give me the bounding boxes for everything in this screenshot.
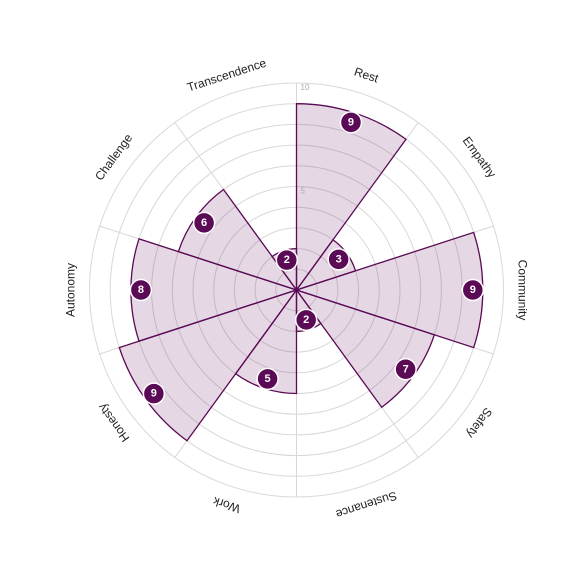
value-label: 9 bbox=[151, 388, 157, 400]
value-label: 2 bbox=[303, 314, 309, 326]
value-badge-circle bbox=[339, 111, 363, 134]
value-badge-autonomy: 8 bbox=[129, 278, 153, 302]
category-label-safety: Safety bbox=[464, 405, 495, 441]
category-label-honesty: Honesty bbox=[95, 401, 132, 445]
value-badge-safety: 7 bbox=[394, 358, 417, 381]
value-label: 8 bbox=[138, 284, 144, 296]
value-badge-empathy: 3 bbox=[327, 248, 350, 271]
category-label-empathy: Empathy bbox=[460, 134, 499, 181]
tick-layer: 5 10 bbox=[301, 83, 310, 196]
value-label: 3 bbox=[336, 253, 342, 265]
value-badge-rest: 9 bbox=[339, 111, 363, 134]
value-badge-work: 5 bbox=[256, 367, 279, 391]
value-label: 2 bbox=[284, 254, 290, 266]
category-label-transcendence: Transcendence bbox=[185, 56, 268, 95]
category-label-sustenance: Sustenance bbox=[334, 488, 399, 521]
value-label: 7 bbox=[403, 363, 409, 375]
r-tick-label: 5 bbox=[301, 187, 306, 196]
value-badge-circle bbox=[327, 248, 350, 271]
value-badge-circle bbox=[294, 308, 318, 332]
category-label-work: Work bbox=[210, 494, 242, 516]
value-label: 6 bbox=[201, 217, 207, 229]
r-tick-label: 10 bbox=[301, 83, 310, 92]
badge-layer: 9 3 9 7 2 5 9 8 6 2 bbox=[129, 111, 485, 405]
category-label-challenge: Challenge bbox=[92, 131, 135, 183]
value-badge-transcendence: 2 bbox=[275, 248, 299, 272]
value-badge-circle bbox=[192, 211, 216, 235]
value-badge-circle bbox=[275, 248, 299, 272]
value-label: 5 bbox=[265, 373, 271, 385]
value-badge-community: 9 bbox=[461, 278, 485, 302]
category-label-rest: Rest bbox=[352, 65, 380, 86]
value-badge-circle bbox=[461, 278, 485, 302]
value-badge-circle bbox=[256, 367, 279, 391]
category-label-community: Community bbox=[516, 260, 530, 321]
value-badge-challenge: 6 bbox=[192, 211, 216, 235]
value-label: 9 bbox=[348, 116, 354, 128]
value-badge-circle bbox=[394, 358, 417, 381]
value-badge-sustenance: 2 bbox=[294, 308, 318, 332]
value-badge-circle bbox=[129, 278, 153, 302]
category-label-autonomy: Autonomy bbox=[64, 263, 78, 317]
value-badge-honesty: 9 bbox=[142, 382, 166, 405]
value-badge-circle bbox=[142, 382, 166, 405]
value-label: 9 bbox=[470, 284, 476, 296]
